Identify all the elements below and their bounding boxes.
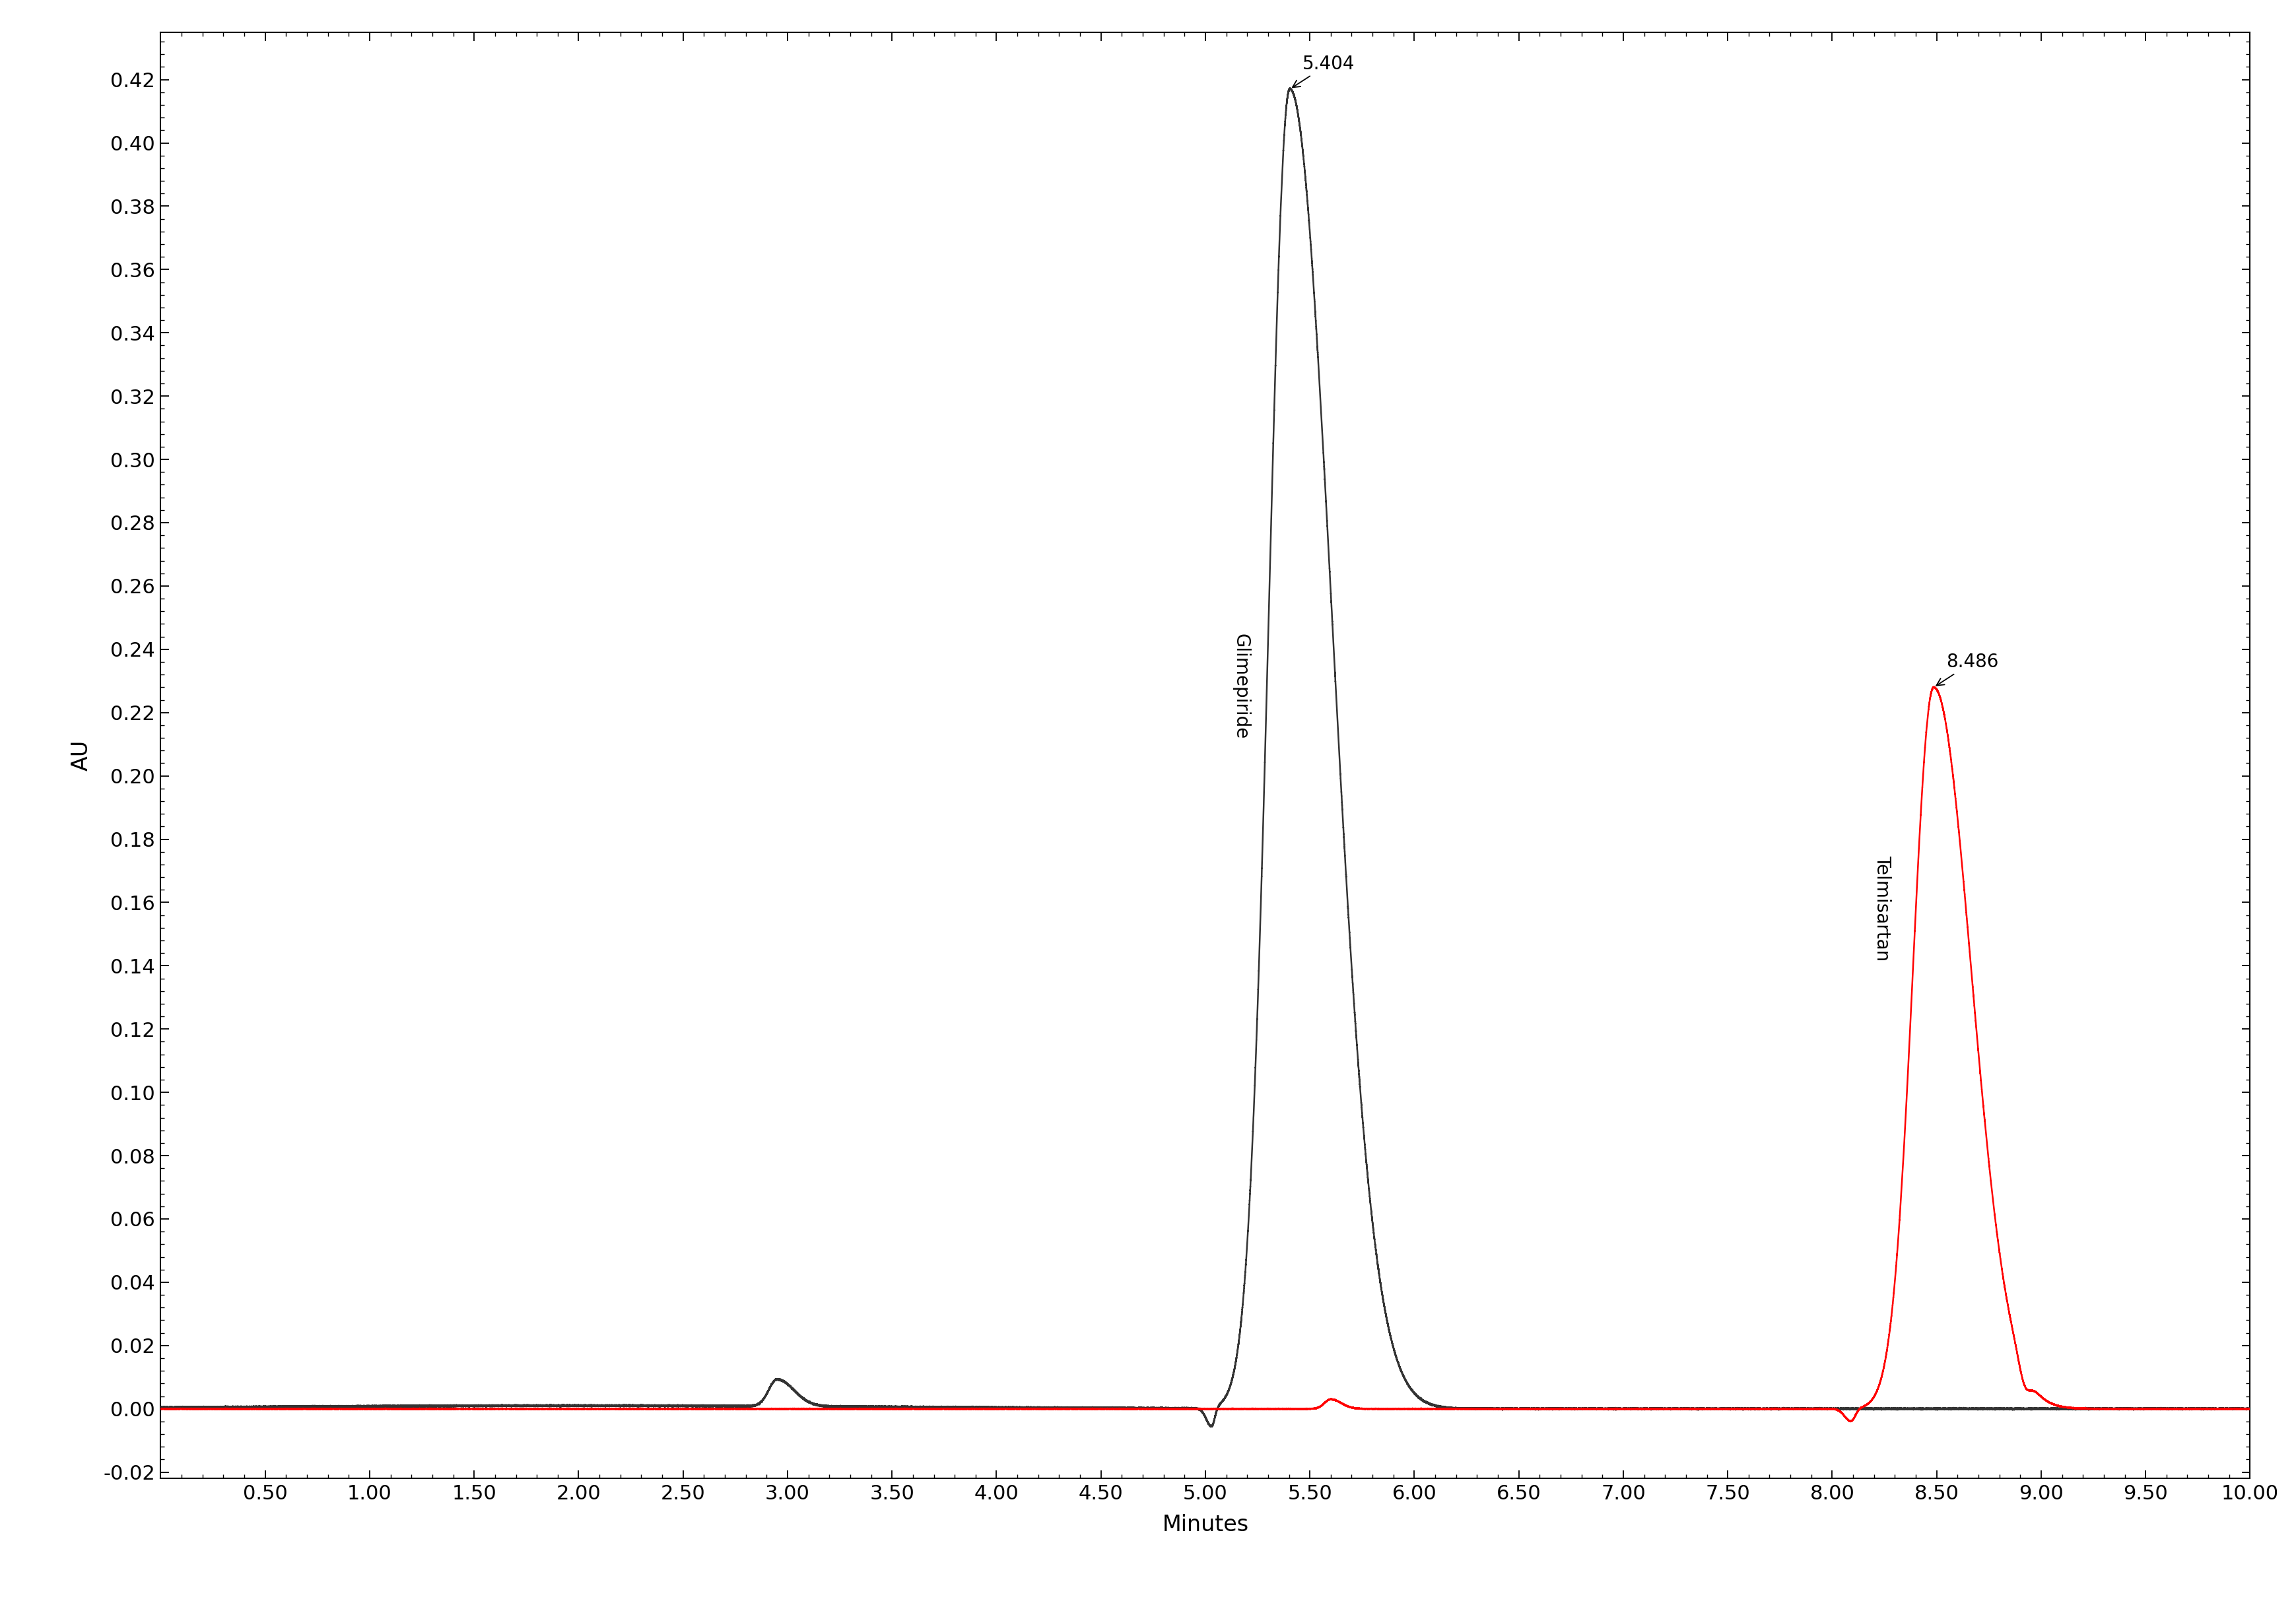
Text: Telmisartan: Telmisartan (1874, 855, 1892, 961)
Text: 8.486: 8.486 (1936, 652, 2000, 686)
Y-axis label: AU: AU (71, 739, 92, 771)
X-axis label: Minutes: Minutes (1162, 1514, 1249, 1536)
Text: Glimepiride: Glimepiride (1231, 633, 1249, 739)
Text: 5.404: 5.404 (1293, 55, 1355, 87)
